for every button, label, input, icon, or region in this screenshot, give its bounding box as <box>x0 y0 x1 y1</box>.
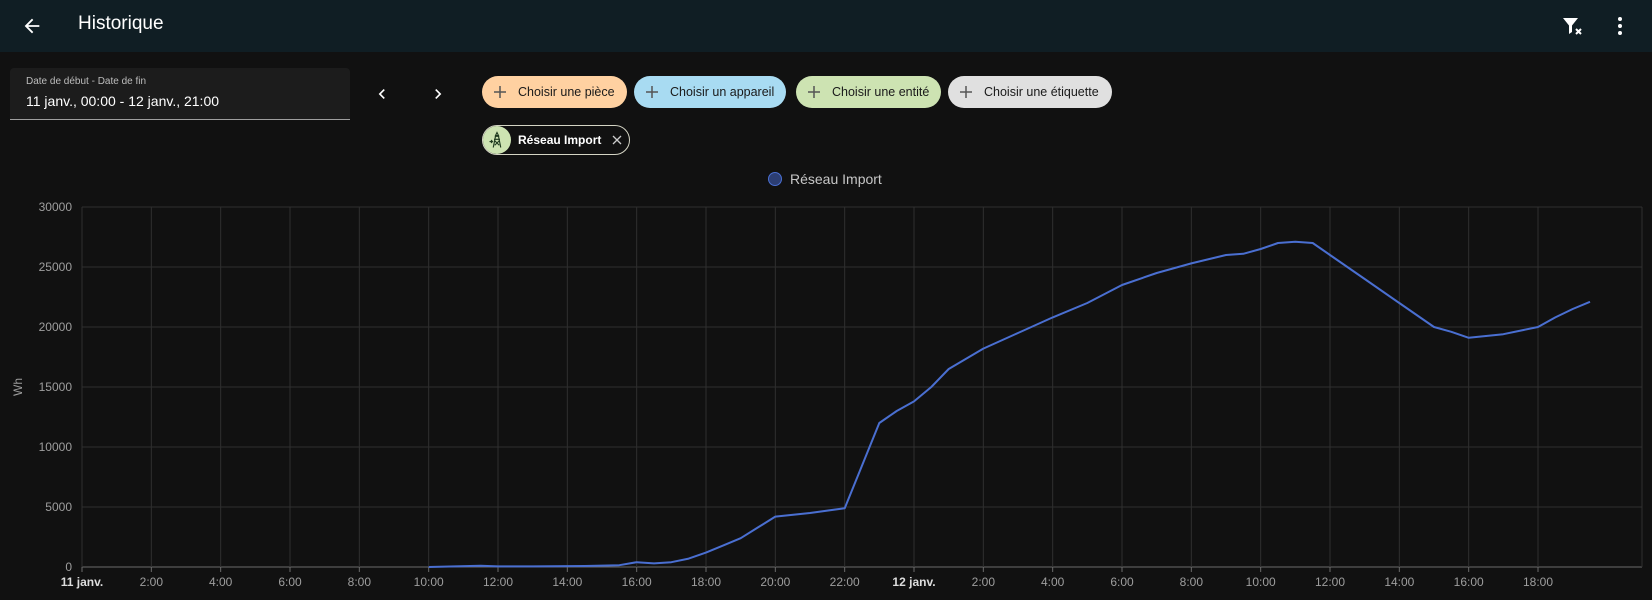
x-tick-label: 12:00 <box>483 575 513 589</box>
choose-entity-label: Choisir une entité <box>832 85 930 99</box>
history-line-chart: 0 5000 10000 15000 20000 25000 30000 Wh 11 janv.… <box>11 200 1643 589</box>
arrow-left-icon <box>24 18 40 34</box>
y-tick-label: 20000 <box>39 320 73 334</box>
x-tick-label: 11 janv. <box>61 575 103 589</box>
transmission-tower-import-icon <box>483 126 511 154</box>
plus-icon <box>960 86 972 98</box>
choose-label-label: Choisir une étiquette <box>984 85 1099 99</box>
x-tick-label: 18:00 <box>691 575 721 589</box>
choose-device-chip[interactable]: Choisir un appareil <box>634 76 786 108</box>
x-tick-label: 14:00 <box>552 575 582 589</box>
y-axis-label: Wh <box>11 378 25 396</box>
next-period-button[interactable] <box>422 78 454 110</box>
dots-vertical-icon <box>1618 17 1622 35</box>
x-tick-label: 6:00 <box>1110 575 1134 589</box>
x-tick-label: 8:00 <box>1180 575 1204 589</box>
x-tick-label: 2:00 <box>140 575 164 589</box>
filter-remove-icon <box>1563 18 1582 35</box>
choose-area-chip[interactable]: Choisir une pièce <box>482 76 627 108</box>
choose-device-label: Choisir un appareil <box>670 85 775 99</box>
y-tick-label: 5000 <box>45 500 72 514</box>
y-tick-label: 25000 <box>39 260 73 274</box>
x-tick-label: 20:00 <box>760 575 790 589</box>
x-tick-label: 14:00 <box>1384 575 1414 589</box>
legend-series-name: Réseau Import <box>790 171 882 187</box>
x-tick-label: 4:00 <box>209 575 233 589</box>
selected-entity-name: Réseau Import <box>518 133 602 147</box>
legend-marker <box>768 172 782 186</box>
y-tick-label: 10000 <box>39 440 73 454</box>
page-title: Historique <box>78 13 164 34</box>
remove-entity-button[interactable] <box>611 134 623 146</box>
y-tick-label: 0 <box>65 560 72 574</box>
y-tick-label: 30000 <box>39 200 73 214</box>
x-tick-label: 10:00 <box>414 575 444 589</box>
x-tick-label: 12:00 <box>1315 575 1345 589</box>
x-tick-label: 12 janv. <box>892 575 935 589</box>
x-tick-label: 16:00 <box>622 575 652 589</box>
date-range-label: Date de début - Date de fin <box>26 76 147 87</box>
choose-area-label: Choisir une pièce <box>518 85 615 99</box>
chart-legend[interactable]: Réseau Import <box>768 171 882 187</box>
chevron-right-icon <box>435 89 442 99</box>
choose-label-chip[interactable]: Choisir une étiquette <box>948 76 1112 108</box>
overflow-menu-button[interactable] <box>1604 10 1636 42</box>
chevron-left-icon <box>378 89 385 99</box>
previous-period-button[interactable] <box>366 78 398 110</box>
x-tick-label: 18:00 <box>1523 575 1553 589</box>
plus-icon <box>808 86 820 98</box>
y-tick-label: 15000 <box>39 380 73 394</box>
x-tick-label: 16:00 <box>1454 575 1484 589</box>
plus-icon <box>646 86 658 98</box>
plus-icon <box>494 86 506 98</box>
x-tick-label: 2:00 <box>972 575 996 589</box>
choose-entity-chip[interactable]: Choisir une entité <box>796 76 941 108</box>
x-tick-label: 22:00 <box>830 575 860 589</box>
x-tick-label: 6:00 <box>278 575 302 589</box>
date-range-value: 11 janv., 00:00 - 12 janv., 21:00 <box>26 93 220 109</box>
selected-entity-chip[interactable]: Réseau Import <box>482 125 630 155</box>
date-range-picker[interactable]: Date de début - Date de fin 11 janv., 00… <box>10 68 350 120</box>
top-app-bar: Historique <box>0 0 1652 52</box>
x-tick-label: 4:00 <box>1041 575 1065 589</box>
x-tick-label: 8:00 <box>348 575 372 589</box>
close-icon <box>612 135 622 145</box>
series-line-reseau-import <box>428 240 1591 568</box>
back-button[interactable] <box>16 10 48 42</box>
clear-filters-button[interactable] <box>1556 10 1588 42</box>
x-tick-label: 10:00 <box>1246 575 1276 589</box>
